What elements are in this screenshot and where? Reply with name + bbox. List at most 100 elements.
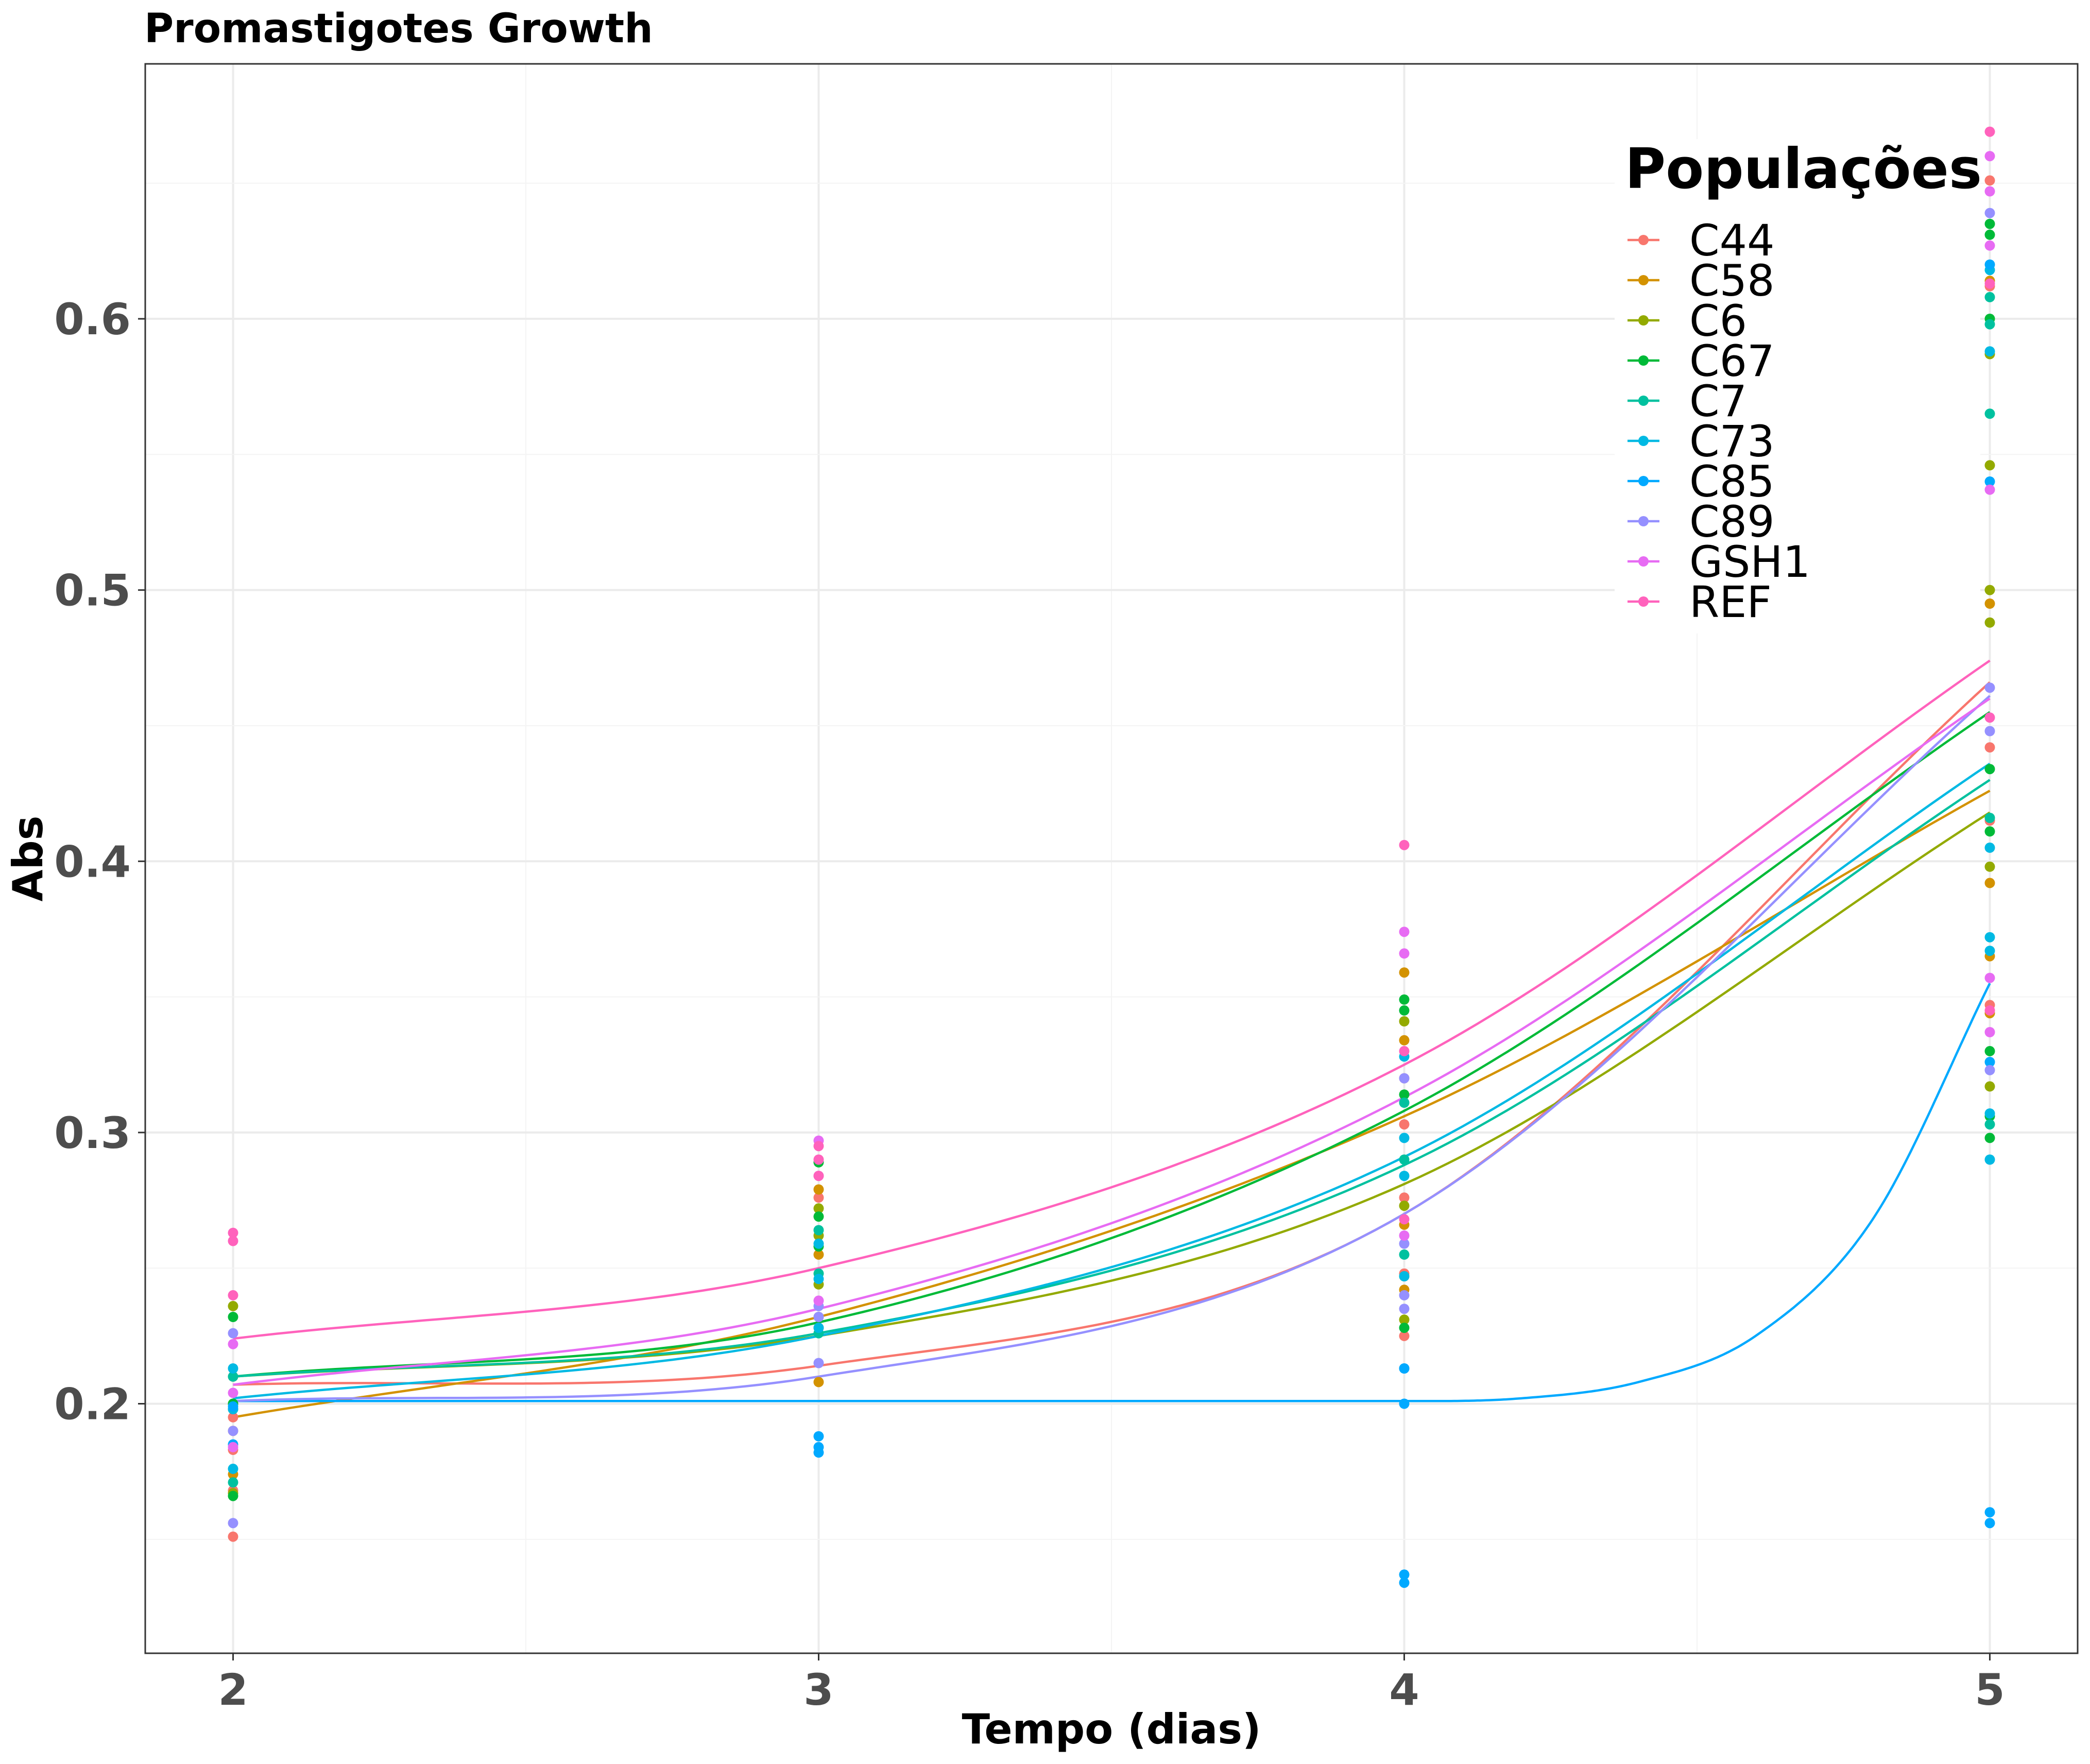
point-c7 [813, 1225, 824, 1236]
legend-label: C7 [1689, 376, 1747, 426]
legend-point [1638, 355, 1649, 366]
legend-item-c44: C44 [1628, 215, 1775, 266]
curve-c44 [233, 681, 1991, 1386]
point-c85 [1984, 1518, 1995, 1529]
point-c58 [813, 1377, 824, 1388]
point-ref [228, 1227, 238, 1238]
point-c58 [813, 1249, 824, 1260]
point-c67 [228, 1491, 238, 1501]
legend-point [1638, 275, 1649, 285]
point-c7 [1399, 1249, 1410, 1260]
point-ref [1399, 1046, 1410, 1056]
point-c89 [1399, 1290, 1410, 1300]
legend-item-c6: C6 [1628, 296, 1747, 346]
legend-item-c7: C7 [1628, 376, 1747, 426]
point-c7 [1984, 1119, 1995, 1130]
point-ref [813, 1141, 824, 1152]
point-c44 [1399, 1330, 1410, 1341]
point-c73 [1399, 1271, 1410, 1281]
point-c44 [1399, 1119, 1410, 1130]
point-c6 [1399, 1314, 1410, 1325]
point-ref [1984, 278, 1995, 289]
point-c6 [1984, 617, 1995, 628]
point-c6 [813, 1203, 824, 1214]
y-tick-label: 0.6 [54, 294, 131, 345]
x-tick-label: 4 [1389, 1665, 1419, 1715]
legend-label: C58 [1689, 255, 1775, 306]
x-tick-label: 5 [1975, 1665, 2005, 1715]
point-c89 [1984, 682, 1995, 693]
point-c67 [228, 1312, 238, 1322]
point-c7 [228, 1371, 238, 1382]
point-c85 [1399, 1578, 1410, 1588]
point-c67 [1399, 1005, 1410, 1016]
point-c89 [228, 1426, 238, 1436]
legend-item-c85: C85 [1628, 456, 1775, 507]
legend-point [1638, 235, 1649, 245]
point-c89 [1399, 1238, 1410, 1249]
legend-background [1615, 139, 1980, 633]
curve-gsh1 [233, 697, 1991, 1386]
point-c7 [1984, 319, 1995, 330]
legend-item-c89: C89 [1628, 496, 1775, 547]
point-c73 [813, 1323, 824, 1333]
legend-point [1638, 476, 1649, 486]
point-gsh1 [1399, 1230, 1410, 1241]
point-c6 [228, 1300, 238, 1311]
point-c6 [1399, 1201, 1410, 1211]
point-c85 [1399, 1398, 1410, 1409]
curve-c73 [233, 762, 1991, 1400]
point-c7 [1399, 1154, 1410, 1165]
point-gsh1 [1984, 151, 1995, 162]
point-ref [1399, 840, 1410, 850]
point-c85 [813, 1431, 824, 1442]
point-c85 [813, 1442, 824, 1452]
point-c67 [1984, 764, 1995, 775]
point-gsh1 [228, 1339, 238, 1349]
point-c85 [228, 1401, 238, 1412]
point-c67 [1984, 1046, 1995, 1056]
data-points [228, 126, 1995, 1588]
point-c44 [1984, 742, 1995, 753]
point-c73 [1984, 946, 1995, 956]
point-c7 [228, 1477, 238, 1488]
point-c44 [1984, 175, 1995, 186]
point-gsh1 [813, 1295, 824, 1306]
x-tick-label: 3 [803, 1665, 833, 1715]
point-c89 [1399, 1304, 1410, 1314]
point-c89 [228, 1518, 238, 1529]
point-c73 [1984, 842, 1995, 853]
point-c6 [1984, 460, 1995, 471]
legend-point [1638, 436, 1649, 446]
point-gsh1 [228, 1442, 238, 1452]
point-c44 [813, 1192, 824, 1203]
legend-label: C44 [1689, 215, 1775, 266]
point-gsh1 [1399, 948, 1410, 959]
point-c89 [1984, 208, 1995, 218]
point-c89 [813, 1312, 824, 1322]
point-c73 [1984, 932, 1995, 943]
point-c44 [1399, 1192, 1410, 1203]
point-ref [813, 1171, 824, 1181]
point-c73 [1984, 1154, 1995, 1165]
point-c44 [228, 1412, 238, 1423]
point-c67 [1399, 994, 1410, 1005]
point-ref [1399, 1214, 1410, 1225]
point-c89 [813, 1358, 824, 1368]
point-c58 [1399, 1035, 1410, 1046]
legend-item-ref: REF [1628, 577, 1772, 627]
point-c67 [1984, 229, 1995, 240]
point-gsh1 [1399, 927, 1410, 937]
legend-point [1638, 596, 1649, 607]
point-ref [1984, 1005, 1995, 1016]
legend-label: C89 [1689, 496, 1775, 547]
point-c6 [1984, 1081, 1995, 1092]
point-c85 [1984, 1057, 1995, 1067]
point-c67 [813, 1211, 824, 1222]
point-ref [1984, 712, 1995, 723]
legend-item-c67: C67 [1628, 336, 1775, 386]
point-c67 [1399, 1323, 1410, 1333]
y-tick-label: 0.5 [54, 566, 131, 616]
point-c85 [1399, 1569, 1410, 1580]
